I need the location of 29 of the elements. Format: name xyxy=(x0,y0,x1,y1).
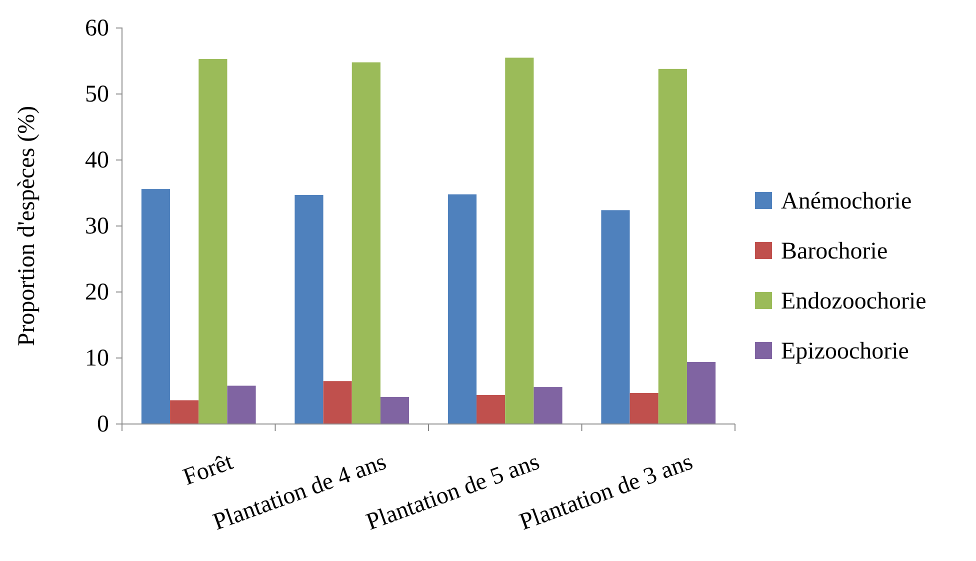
bar xyxy=(323,381,352,424)
bar xyxy=(601,210,630,424)
bar xyxy=(505,58,534,424)
x-tick-label: Forêt xyxy=(180,448,237,491)
bar xyxy=(141,189,170,424)
y-tick-label: 0 xyxy=(97,412,109,438)
bar xyxy=(686,362,716,424)
bar xyxy=(448,194,477,424)
y-tick-label: 40 xyxy=(85,148,109,174)
bar xyxy=(294,194,324,424)
y-tick-label: 60 xyxy=(85,16,109,42)
y-tick-label: 10 xyxy=(85,346,109,372)
bar xyxy=(170,400,199,424)
bar xyxy=(198,59,228,424)
y-tick-label: 20 xyxy=(85,280,109,306)
bar xyxy=(658,68,687,424)
bar xyxy=(380,396,410,424)
legend-label: Barochorie xyxy=(781,238,888,264)
y-tick-label: 30 xyxy=(85,214,109,240)
bar xyxy=(476,394,506,424)
y-tick-label: 50 xyxy=(85,82,109,108)
legend-label: Endozoochorie xyxy=(781,288,926,314)
legend-label: Anémochorie xyxy=(781,188,912,214)
bar xyxy=(630,392,658,424)
bar xyxy=(227,386,256,424)
bar xyxy=(534,387,562,424)
legend-label: Epizoochorie xyxy=(781,338,909,364)
bar xyxy=(352,62,380,424)
y-axis-title: Proportion d'espèces (%) xyxy=(14,106,40,346)
